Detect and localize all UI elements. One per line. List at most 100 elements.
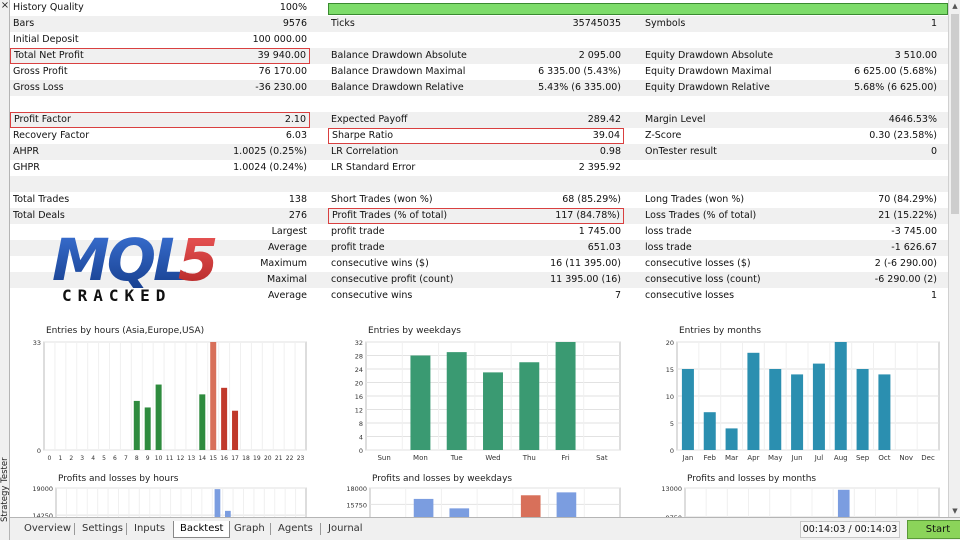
metric-label: loss trade xyxy=(645,226,692,237)
tab-journal[interactable]: Journal xyxy=(328,523,363,534)
metric-label: Equity Drawdown Maximal xyxy=(645,66,772,77)
report-row: Largest profit trade 1 745.00 loss trade -3 … xyxy=(10,224,948,240)
chart-plot: 0 5 10 15 20 Jan Feb Mar Apr May Jun Jul Aug Sep Oct No… xyxy=(666,339,940,462)
metric-value: 11 395.00 (16) xyxy=(550,274,621,285)
chart-bar xyxy=(519,362,540,450)
tab-inputs[interactable]: Inputs xyxy=(134,523,166,534)
x-tick-label: Nov xyxy=(899,454,913,462)
metric-label: consecutive losses ($) xyxy=(645,258,751,269)
report-cell: Total Deals 276 xyxy=(10,208,310,224)
x-tick-label: 12 xyxy=(177,455,185,462)
report-cell: Recovery Factor 6.03 xyxy=(10,128,310,144)
metric-label: OnTester result xyxy=(645,146,717,157)
metric-label: Total Deals xyxy=(13,210,65,221)
metric-value: 138 xyxy=(288,194,307,205)
y-tick-label: 19000 xyxy=(32,485,53,493)
x-tick-label: Jul xyxy=(814,454,824,462)
metric-label: Loss Trades (% of total) xyxy=(645,210,757,221)
report-cell: Margin Level 4646.53% xyxy=(642,112,940,128)
mql5-logo-mark: MQL 5 xyxy=(52,226,218,294)
metric-value: 6 335.00 (5.43%) xyxy=(538,66,621,77)
metric-value: 4646.53% xyxy=(888,114,937,125)
x-tick-label: Feb xyxy=(704,454,717,462)
scrollbar-thumb[interactable] xyxy=(951,14,959,214)
metric-label: AHPR xyxy=(13,146,39,157)
metric-value: 1 xyxy=(930,290,937,301)
report-cell: Largest xyxy=(10,224,310,240)
y-tick-label: 8 xyxy=(359,420,363,428)
metric-label: Profit Trades (% of total) xyxy=(332,210,448,221)
chart-plot: 14250 19000 xyxy=(32,485,307,517)
chart-bar xyxy=(791,374,804,450)
report-cell: Average xyxy=(10,240,310,256)
chart-title: Profits and losses by weekdays xyxy=(372,474,513,484)
chart-bar xyxy=(556,492,577,517)
tab-settings[interactable]: Settings xyxy=(82,523,124,534)
report-cell: Ticks 35745035 xyxy=(328,16,624,32)
chart: Profits and losses by weekdays1350015750… xyxy=(346,474,626,517)
metric-value: 0.98 xyxy=(599,146,621,157)
report-cell: Total Trades 138 xyxy=(10,192,310,208)
tab-agents[interactable]: Agents xyxy=(278,523,313,534)
close-icon[interactable]: × xyxy=(0,0,10,11)
metric-value: Largest xyxy=(271,226,307,237)
metric-value: 117 (84.78%) xyxy=(555,210,620,221)
tab-separator xyxy=(126,523,127,535)
report-cell: Short Trades (won %) 68 (85.29%) xyxy=(328,192,624,208)
chart-bar xyxy=(133,400,140,450)
y-tick-label: 15750 xyxy=(346,501,367,509)
x-tick-label: 9 xyxy=(146,455,150,462)
metric-value: 7 xyxy=(614,290,621,301)
tab-overview[interactable]: Overview xyxy=(24,523,72,534)
report-cell: Initial Deposit 100 000.00 xyxy=(10,32,310,48)
report-cell: Z-Score 0.30 (23.58%) xyxy=(642,128,940,144)
chart-bar xyxy=(769,369,782,450)
report-row: Initial Deposit 100 000.00 xyxy=(10,32,948,48)
report-cell: Symbols 1 xyxy=(642,16,940,32)
y-tick-label: 33 xyxy=(33,339,41,347)
y-tick-label: 4 xyxy=(359,434,363,442)
scroll-down-icon[interactable]: ▼ xyxy=(952,507,958,515)
report-cell: consecutive loss (count) -6 290.00 (2) xyxy=(642,272,940,288)
report-cell: consecutive profit (count) 11 395.00 (16) xyxy=(328,272,624,288)
y-tick-label: 32 xyxy=(355,339,363,347)
metric-label: Ticks xyxy=(331,18,355,29)
metric-value: Average xyxy=(267,242,307,253)
report-cell: Balance Drawdown Absolute 2 095.00 xyxy=(328,48,624,64)
chart: Entries by hours (Asia,Europe,USA) 0 33 0 1 2… xyxy=(32,326,312,470)
chart-bar xyxy=(681,369,694,450)
report-cell: Balance Drawdown Maximal 6 335.00 (5.43%) xyxy=(328,64,624,80)
tab-backtest[interactable]: Backtest xyxy=(173,521,231,538)
scroll-up-icon[interactable]: ▲ xyxy=(952,2,958,10)
mql5-cracked-logo: MQL 5 CRACKED xyxy=(50,226,220,312)
report-content: History Quality 100% Bars 9576 Ticks 35745035… xyxy=(10,0,948,517)
report-row: History Quality 100% xyxy=(10,0,948,16)
tab-graph[interactable]: Graph xyxy=(234,523,265,534)
start-button[interactable]: Start xyxy=(907,520,960,539)
metric-value: -1 626.67 xyxy=(891,242,937,253)
strategy-tester-strip: × Strategy Tester xyxy=(0,0,10,540)
metric-label: Initial Deposit xyxy=(13,34,79,45)
report-cell: LR Standard Error 2 395.92 xyxy=(328,160,624,176)
metric-value: 16 (11 395.00) xyxy=(550,258,621,269)
x-tick-label: 6 xyxy=(113,455,117,462)
metric-label: Total Net Profit xyxy=(14,50,84,61)
metric-value: 70 (84.29%) xyxy=(878,194,937,205)
metric-label: Total Trades xyxy=(13,194,70,205)
chart-plot: 9750 13000 xyxy=(661,485,940,517)
x-tick-label: 21 xyxy=(275,455,283,462)
report-cell: Gross Profit 76 170.00 xyxy=(10,64,310,80)
plot-frame xyxy=(369,487,621,517)
x-tick-label: 8 xyxy=(135,455,139,462)
vertical-scrollbar[interactable]: ▲ ▼ xyxy=(948,0,960,517)
report-row: Average profit trade 651.03 loss trade -1 62… xyxy=(10,240,948,256)
report-cell: Equity Drawdown Absolute 3 510.00 xyxy=(642,48,940,64)
tab-separator xyxy=(74,523,75,535)
chart: Profits and losses by months 9750 13000 xyxy=(661,474,943,517)
x-tick-label: 2 xyxy=(69,455,73,462)
x-tick-label: Sun xyxy=(377,454,390,462)
elapsed-time: 00:14:03 / 00:14:03 xyxy=(800,521,900,538)
metric-value: 21 (15.22%) xyxy=(878,210,937,221)
report-cell: loss trade -3 745.00 xyxy=(642,224,940,240)
chart-bar xyxy=(747,352,760,450)
